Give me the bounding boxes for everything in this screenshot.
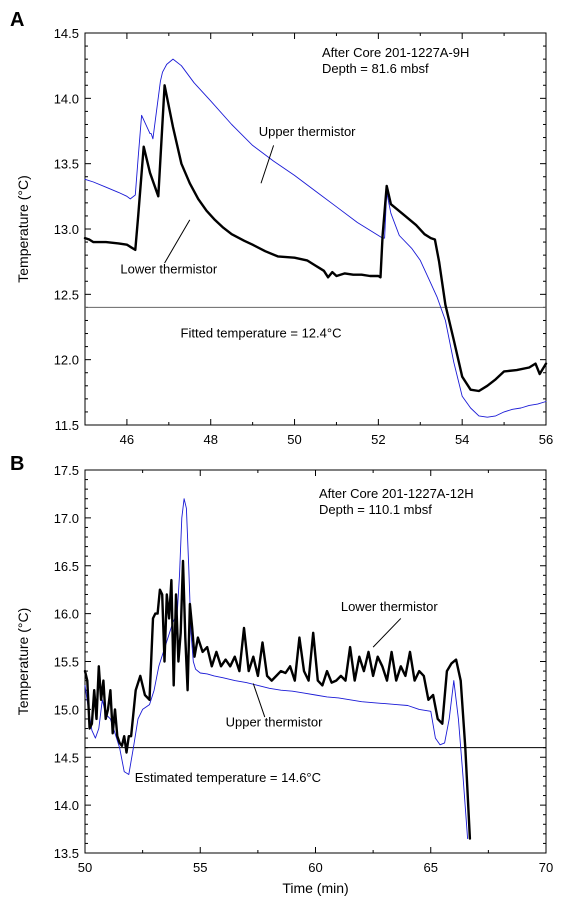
panel-a: A 46 48 50 52 54 56 11.5 12.0 12.5 13.0 13.5 14.0 14.… bbox=[10, 9, 553, 447]
y-tick-label: 17.5 bbox=[54, 463, 79, 478]
info-line: After Core 201-1227A-9H bbox=[322, 45, 469, 60]
annotation-text: Estimated temperature = 14.6°C bbox=[135, 770, 321, 785]
y-axis-label: Temperature (°C) bbox=[15, 175, 31, 283]
x-tick-label: 50 bbox=[287, 432, 301, 447]
x-tick-label: 56 bbox=[539, 432, 553, 447]
y-tick-label: 12.0 bbox=[54, 353, 79, 368]
x-tick-label: 48 bbox=[203, 432, 217, 447]
y-axis-label: Temperature (°C) bbox=[15, 608, 31, 716]
x-tick-label: 60 bbox=[308, 860, 322, 875]
x-tick-label: 50 bbox=[78, 860, 92, 875]
x-tick-label: 70 bbox=[539, 860, 553, 875]
annotation-text: Lower thermistor bbox=[341, 599, 438, 614]
annotation-leader bbox=[164, 219, 191, 264]
series-line-2 bbox=[83, 84, 548, 393]
y-tick-label: 13.0 bbox=[54, 222, 79, 237]
y-tick-label: 16.0 bbox=[54, 607, 79, 622]
annotation-text: Lower thermistor bbox=[120, 261, 217, 276]
y-tick-label: 13.5 bbox=[54, 846, 79, 861]
y-tick-label: 16.5 bbox=[54, 559, 79, 574]
y-tick-label: 15.5 bbox=[54, 655, 79, 670]
info-line: Depth = 110.1 mbsf bbox=[319, 502, 432, 517]
annotation-leader bbox=[252, 683, 266, 718]
y-tick-label: 15.0 bbox=[54, 702, 79, 717]
panel-b: B 50 55 60 65 70 13.5 14.0 14.5 15.0 15.5 16.0 16.5 1… bbox=[10, 453, 553, 896]
annotation-leader bbox=[372, 618, 402, 648]
x-tick-label: 54 bbox=[455, 432, 469, 447]
panel-letter: A bbox=[10, 9, 24, 31]
info-line: After Core 201-1227A-12H bbox=[319, 486, 474, 501]
series-line-2 bbox=[83, 559, 472, 840]
y-tick-label: 17.0 bbox=[54, 511, 79, 526]
y-tick-label: 14.5 bbox=[54, 750, 79, 765]
annotation-text: Fitted temperature = 12.4°C bbox=[181, 325, 342, 340]
y-tick-label: 12.5 bbox=[54, 287, 79, 302]
x-tick-label: 65 bbox=[424, 860, 438, 875]
x-tick-label: 55 bbox=[193, 860, 207, 875]
y-tick-label: 11.5 bbox=[55, 418, 79, 433]
y-tick-label: 13.5 bbox=[54, 157, 79, 172]
series-line-1 bbox=[84, 498, 469, 840]
annotation-leader bbox=[260, 145, 275, 184]
annotation-text: Upper thermistor bbox=[259, 124, 356, 139]
y-tick-label: 14.5 bbox=[54, 26, 79, 41]
x-tick-label: 46 bbox=[120, 432, 134, 447]
plot-frame bbox=[84, 32, 547, 426]
y-tick-label: 14.0 bbox=[54, 91, 79, 106]
series-line-1 bbox=[84, 58, 547, 418]
x-axis-label: Time (min) bbox=[282, 880, 348, 896]
x-tick-label: 52 bbox=[371, 432, 385, 447]
panel-letter: B bbox=[10, 453, 24, 475]
info-line: Depth = 81.6 mbsf bbox=[322, 61, 429, 76]
annotation-text: Upper thermistor bbox=[226, 715, 323, 730]
y-tick-label: 14.0 bbox=[54, 798, 79, 813]
